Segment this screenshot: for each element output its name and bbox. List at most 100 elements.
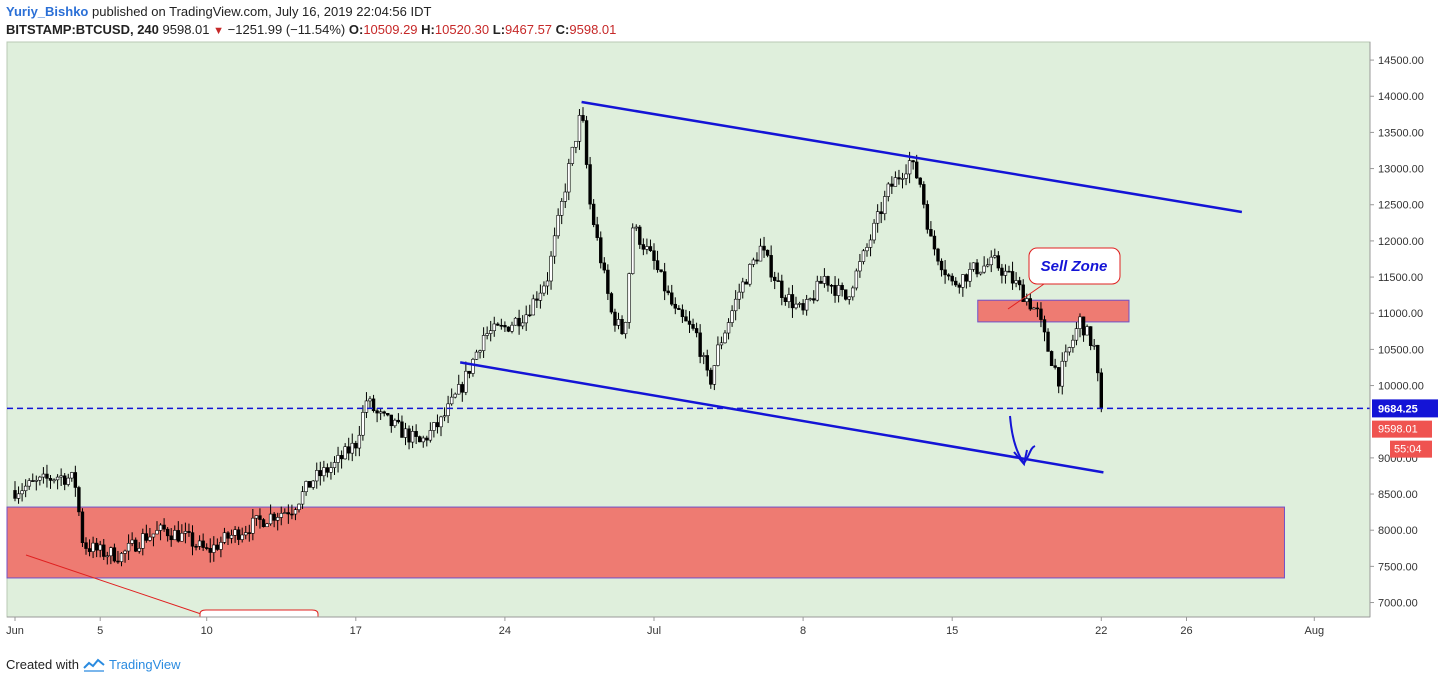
candle-body [694,328,699,334]
candle-body [595,224,599,238]
candle-body [673,303,678,309]
tradingview-brand[interactable]: TradingView [108,657,181,672]
candle-body [687,320,692,325]
candle-body [215,544,220,550]
candle-body [343,446,347,460]
candle-body [517,317,521,327]
candle-body [836,285,841,296]
candle-body [971,262,976,270]
time-tick-label: 5 [97,625,103,637]
candle-body [368,398,372,402]
candle-body [801,303,805,311]
candle-body [1081,316,1086,336]
candle-body [946,274,951,277]
candle-body [957,284,962,288]
open-label: O: [348,22,364,37]
candle-body [222,532,227,543]
candle-body [38,476,42,481]
candle-body [265,523,269,528]
candle-body [780,280,784,298]
candle-body [890,183,894,187]
price-tick-label: 12000.00 [1378,236,1424,248]
candle-body [105,555,110,558]
candle-body [87,548,92,552]
candle-body [733,298,738,312]
candle-body [329,467,333,473]
candle-body [290,513,294,516]
candle-body [535,298,539,301]
candle-body [790,294,795,309]
candle-body [847,296,851,300]
projection-arrowhead [1013,449,1028,467]
candle-body [45,473,49,479]
candle-body [744,281,749,285]
candle-body [950,275,954,282]
candle-body [677,307,681,310]
candle-body [77,487,81,513]
candle-body [208,548,212,553]
candle-body [985,264,990,267]
candle-body [48,478,53,481]
candle-body [336,455,340,463]
candle-body [176,530,180,542]
time-tick-label: Jun [6,625,24,637]
last-price: 9598.01 [162,22,210,37]
candle-body [705,355,709,371]
candle-body [1014,280,1018,284]
candle-body [134,539,138,552]
candle-body [449,396,454,405]
candle-body [513,317,518,326]
close-value: 9598.01 [569,22,617,37]
candle-body [531,298,536,316]
price-chart[interactable]: Sell Zone 14500.00 14000.00 13500.00 13000.0… [0,0,1444,650]
candle-body [588,164,592,205]
candle-body [417,436,422,443]
time-tick-label: Aug [1305,625,1325,637]
candle-body [815,280,820,301]
candle-body [481,335,486,351]
time-tick-label: 22 [1095,625,1107,637]
candle-body [879,211,883,215]
candle-body [1032,307,1036,310]
candle-body [386,413,390,416]
publish-info: Yuriy_Bishko published on TradingView.co… [6,4,431,19]
footer: Created with TradingView [6,657,181,672]
candle-body [410,431,415,443]
candle-body [730,310,734,323]
candle-body [1007,270,1011,273]
candle-body [843,289,848,300]
zone-1 [977,299,1130,323]
candle-body [453,393,457,398]
candle-body [925,204,930,230]
candle-body [826,276,830,286]
candle-body [304,481,308,493]
candle-body [1060,360,1064,387]
candle-body [570,146,575,164]
candle-body [1099,372,1104,410]
candle-body [1096,344,1100,374]
candle-body [627,273,631,323]
candle-body [432,422,436,431]
candle-body [258,515,262,520]
candle-body [318,470,322,477]
high-label: H: [421,22,435,37]
time-tick-label: 17 [350,625,362,637]
candle-body [737,291,741,300]
candle-body [552,235,557,257]
candle-body [904,173,908,179]
candle-body [829,284,834,287]
candle-body [499,324,504,327]
candle-body [350,442,354,454]
candle-body [339,455,344,460]
candle-body [911,160,915,163]
price-tick-label: 12500.00 [1378,200,1424,212]
candle-body [393,419,397,427]
countdown-label: 55:04 [1394,444,1422,456]
candle-body [55,476,60,481]
candle-body [442,415,447,418]
candle-body [275,517,280,521]
author-link[interactable]: Yuriy_Bishko [6,4,89,19]
bottom-callout-pointer [25,554,211,618]
candle-body [1046,331,1050,352]
candle-body [1049,351,1054,366]
